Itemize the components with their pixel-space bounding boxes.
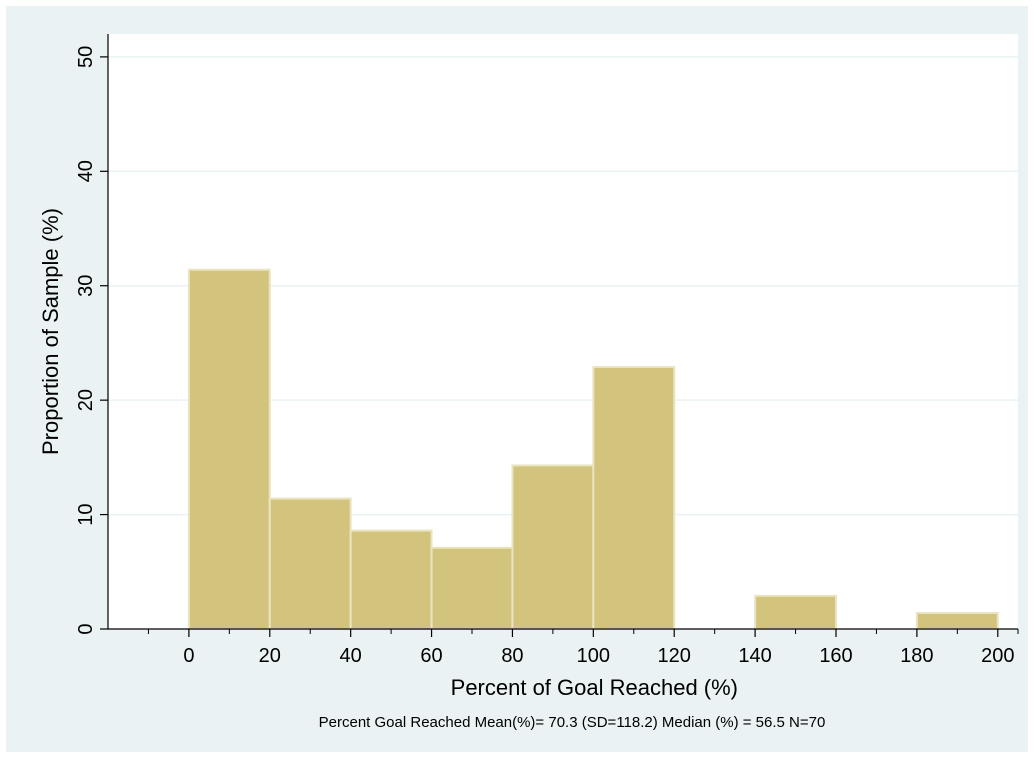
x-tick-label: 120 bbox=[658, 645, 691, 667]
y-axis-title: Proportion of Sample (%) bbox=[38, 208, 63, 455]
x-axis-title: Percent of Goal Reached (%) bbox=[451, 675, 738, 700]
y-tick-label: 40 bbox=[75, 160, 97, 182]
bar-100-120 bbox=[592, 365, 676, 630]
y-tick-label: 0 bbox=[75, 623, 97, 634]
bar-40-60 bbox=[349, 529, 433, 630]
bar-140-160 bbox=[754, 594, 837, 631]
axes bbox=[100, 34, 1019, 637]
tick-labels: 0 20 40 60 80 100 120 140 160 180 200 0 10 20 30 40 50 bbox=[75, 46, 1014, 667]
bar-180-200 bbox=[915, 611, 999, 631]
x-tick-label: 160 bbox=[819, 645, 852, 667]
y-tick-label: 20 bbox=[75, 389, 97, 411]
x-tick-label: 40 bbox=[340, 645, 362, 667]
bar-0-20 bbox=[187, 268, 271, 630]
x-tick-label: 60 bbox=[420, 645, 442, 667]
x-tick-label: 0 bbox=[183, 645, 194, 667]
x-tick-label: 20 bbox=[259, 645, 281, 667]
x-tick-label: 100 bbox=[577, 645, 610, 667]
histogram-bars bbox=[187, 268, 999, 631]
x-tick-label: 80 bbox=[501, 645, 523, 667]
y-tick-label: 50 bbox=[75, 46, 97, 68]
x-tick-label: 200 bbox=[981, 645, 1014, 667]
y-tick-label: 10 bbox=[75, 503, 97, 525]
x-tick-label: 140 bbox=[738, 645, 771, 667]
summary-note: Percent Goal Reached Mean(%)= 70.3 (SD=1… bbox=[319, 714, 826, 731]
y-tick-label: 30 bbox=[75, 275, 97, 297]
bar-80-100 bbox=[511, 464, 595, 630]
bar-60-80 bbox=[430, 546, 514, 631]
bar-20-40 bbox=[268, 497, 352, 630]
x-tick-label: 180 bbox=[900, 645, 933, 667]
